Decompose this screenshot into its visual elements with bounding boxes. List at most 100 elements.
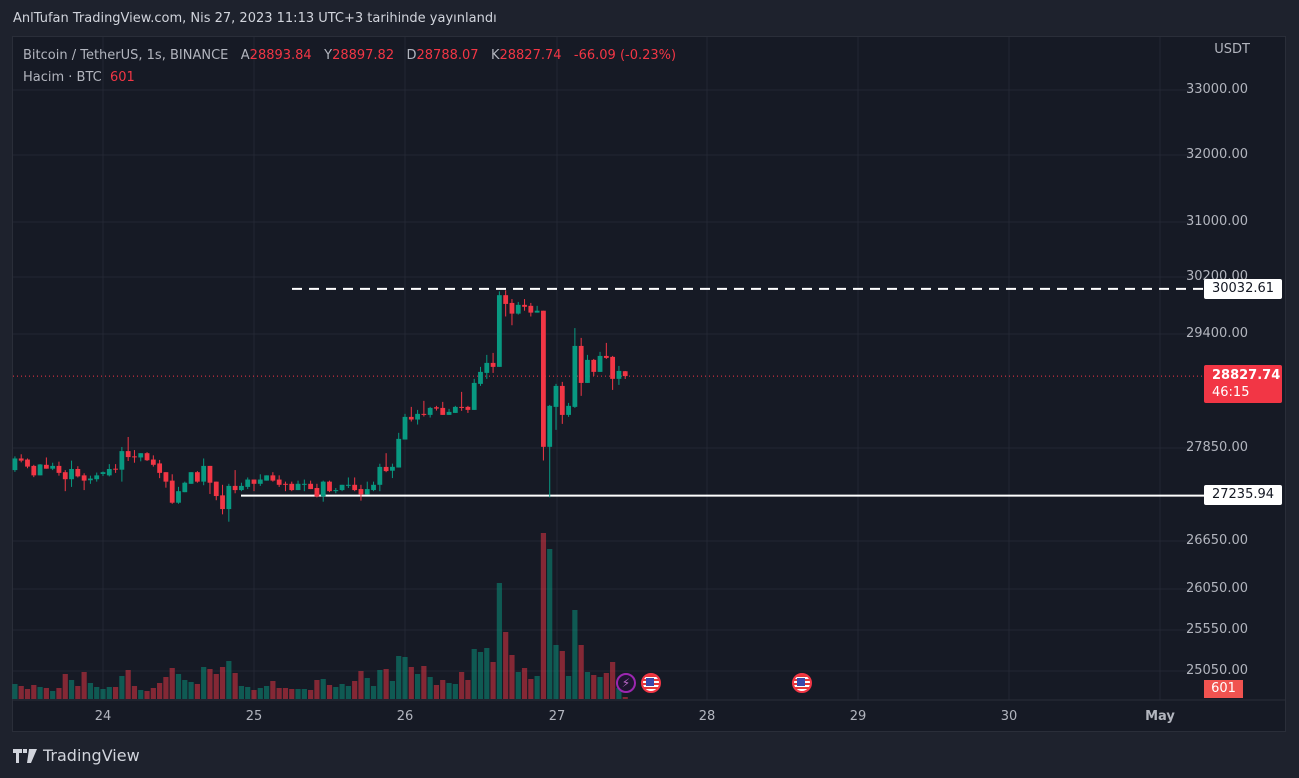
volume-bar bbox=[414, 674, 421, 699]
high-label: Y bbox=[324, 48, 333, 63]
volume-bar bbox=[31, 685, 37, 699]
volume-bar bbox=[528, 679, 534, 699]
low-value: 28788.07 bbox=[416, 48, 479, 63]
candle-body bbox=[25, 459, 30, 467]
candle-body bbox=[452, 406, 458, 413]
volume-bar bbox=[389, 681, 396, 699]
volume-bar bbox=[339, 684, 345, 699]
volume-bar bbox=[182, 680, 188, 699]
volume-bar bbox=[396, 656, 402, 699]
volume-bar bbox=[62, 674, 68, 699]
candle-body bbox=[81, 475, 87, 481]
volume-bar bbox=[213, 674, 219, 699]
volume-bar bbox=[433, 685, 440, 699]
high-value: 28897.82 bbox=[332, 48, 395, 63]
volume-bar bbox=[534, 676, 540, 699]
candle-body bbox=[188, 472, 194, 484]
volume-bar bbox=[56, 688, 62, 699]
time-tick-label: 24 bbox=[94, 709, 112, 724]
volume-bar bbox=[572, 610, 578, 699]
volume-bar bbox=[100, 689, 106, 699]
volume-bar bbox=[459, 672, 465, 699]
volume-bar bbox=[169, 668, 175, 699]
volume-bar bbox=[383, 669, 389, 699]
candle-body bbox=[515, 304, 521, 314]
volume-bar bbox=[484, 648, 490, 699]
candle-body bbox=[220, 495, 225, 510]
candle-body bbox=[585, 359, 590, 383]
us-flag-icon[interactable] bbox=[792, 673, 812, 693]
volume-bar bbox=[610, 662, 616, 699]
price-tick-label: 26050.00 bbox=[1185, 581, 1248, 596]
volume-bar bbox=[144, 691, 150, 699]
candle-body bbox=[471, 382, 477, 410]
volume-bar bbox=[377, 670, 383, 699]
brand-name: TradingView bbox=[43, 746, 140, 765]
currency-label[interactable]: USDT bbox=[1214, 42, 1250, 57]
volume-bar bbox=[75, 686, 81, 699]
candle-body bbox=[509, 302, 515, 314]
candle-body bbox=[503, 295, 509, 304]
volume-bar bbox=[421, 666, 427, 699]
volume-bar bbox=[18, 686, 24, 699]
volume-bar bbox=[37, 687, 43, 699]
volume-bar bbox=[452, 684, 458, 699]
low-label: D bbox=[406, 48, 417, 63]
volume-bar bbox=[509, 655, 515, 699]
volume-bar bbox=[81, 672, 87, 699]
candle-body bbox=[408, 416, 414, 420]
candle-body bbox=[597, 355, 603, 372]
publish-info: AnlTufan TradingView.com, Nis 27, 2023 1… bbox=[13, 11, 497, 26]
candle-body bbox=[239, 485, 244, 491]
volume-bar bbox=[289, 689, 295, 699]
candle-body bbox=[43, 464, 49, 469]
tradingview-logo-icon bbox=[13, 748, 37, 763]
candle-body bbox=[207, 465, 213, 483]
volume-bar bbox=[591, 675, 597, 699]
candle-body bbox=[320, 481, 326, 497]
volume-bar bbox=[540, 533, 547, 699]
chart-pane[interactable] bbox=[12, 36, 1286, 732]
change-value: -66.09 (-0.23%) bbox=[573, 48, 677, 63]
volume-bar bbox=[138, 690, 144, 699]
volume-bar bbox=[314, 680, 320, 699]
current-volume-tag: 601 bbox=[1204, 680, 1243, 698]
candle-body bbox=[377, 466, 383, 485]
lightning-icon[interactable]: ⚡ bbox=[616, 673, 636, 693]
candle-body bbox=[622, 371, 628, 377]
volume-bar bbox=[295, 689, 301, 699]
candle-body bbox=[75, 469, 81, 477]
candle-body bbox=[402, 416, 408, 440]
support-price-tag: 27235.94 bbox=[1204, 485, 1282, 505]
candle-body bbox=[578, 345, 584, 383]
volume-bar bbox=[402, 657, 408, 699]
candle-body bbox=[415, 413, 420, 420]
candle-body bbox=[522, 304, 527, 307]
candle-body bbox=[113, 468, 118, 470]
volume-bar bbox=[219, 667, 226, 699]
volume-bar bbox=[150, 688, 156, 699]
time-tick-label: 26 bbox=[396, 709, 414, 724]
volume-bar bbox=[301, 689, 307, 699]
candle-body bbox=[88, 478, 93, 481]
candle-body bbox=[478, 371, 483, 384]
time-tick-label: 25 bbox=[245, 709, 263, 724]
volume-bar bbox=[24, 689, 31, 699]
us-flag-icon[interactable] bbox=[641, 673, 661, 693]
candle-body bbox=[396, 438, 402, 468]
symbol-name[interactable]: Bitcoin / TetherUS, 1s, BINANCE bbox=[23, 48, 229, 63]
candle-body bbox=[62, 472, 68, 480]
candle-body bbox=[169, 480, 175, 503]
candle-body bbox=[276, 479, 282, 485]
candle-body bbox=[295, 483, 301, 491]
tradingview-logo[interactable]: TradingView bbox=[13, 746, 140, 765]
volume-bar bbox=[194, 684, 200, 699]
volume-bar bbox=[503, 632, 509, 699]
volume-bar bbox=[87, 683, 94, 699]
candle-body bbox=[182, 482, 188, 493]
volume-label[interactable]: Hacim · BTC bbox=[23, 70, 102, 85]
candle-body bbox=[427, 407, 433, 415]
candle-body bbox=[572, 345, 578, 407]
volume-bar bbox=[263, 686, 270, 699]
